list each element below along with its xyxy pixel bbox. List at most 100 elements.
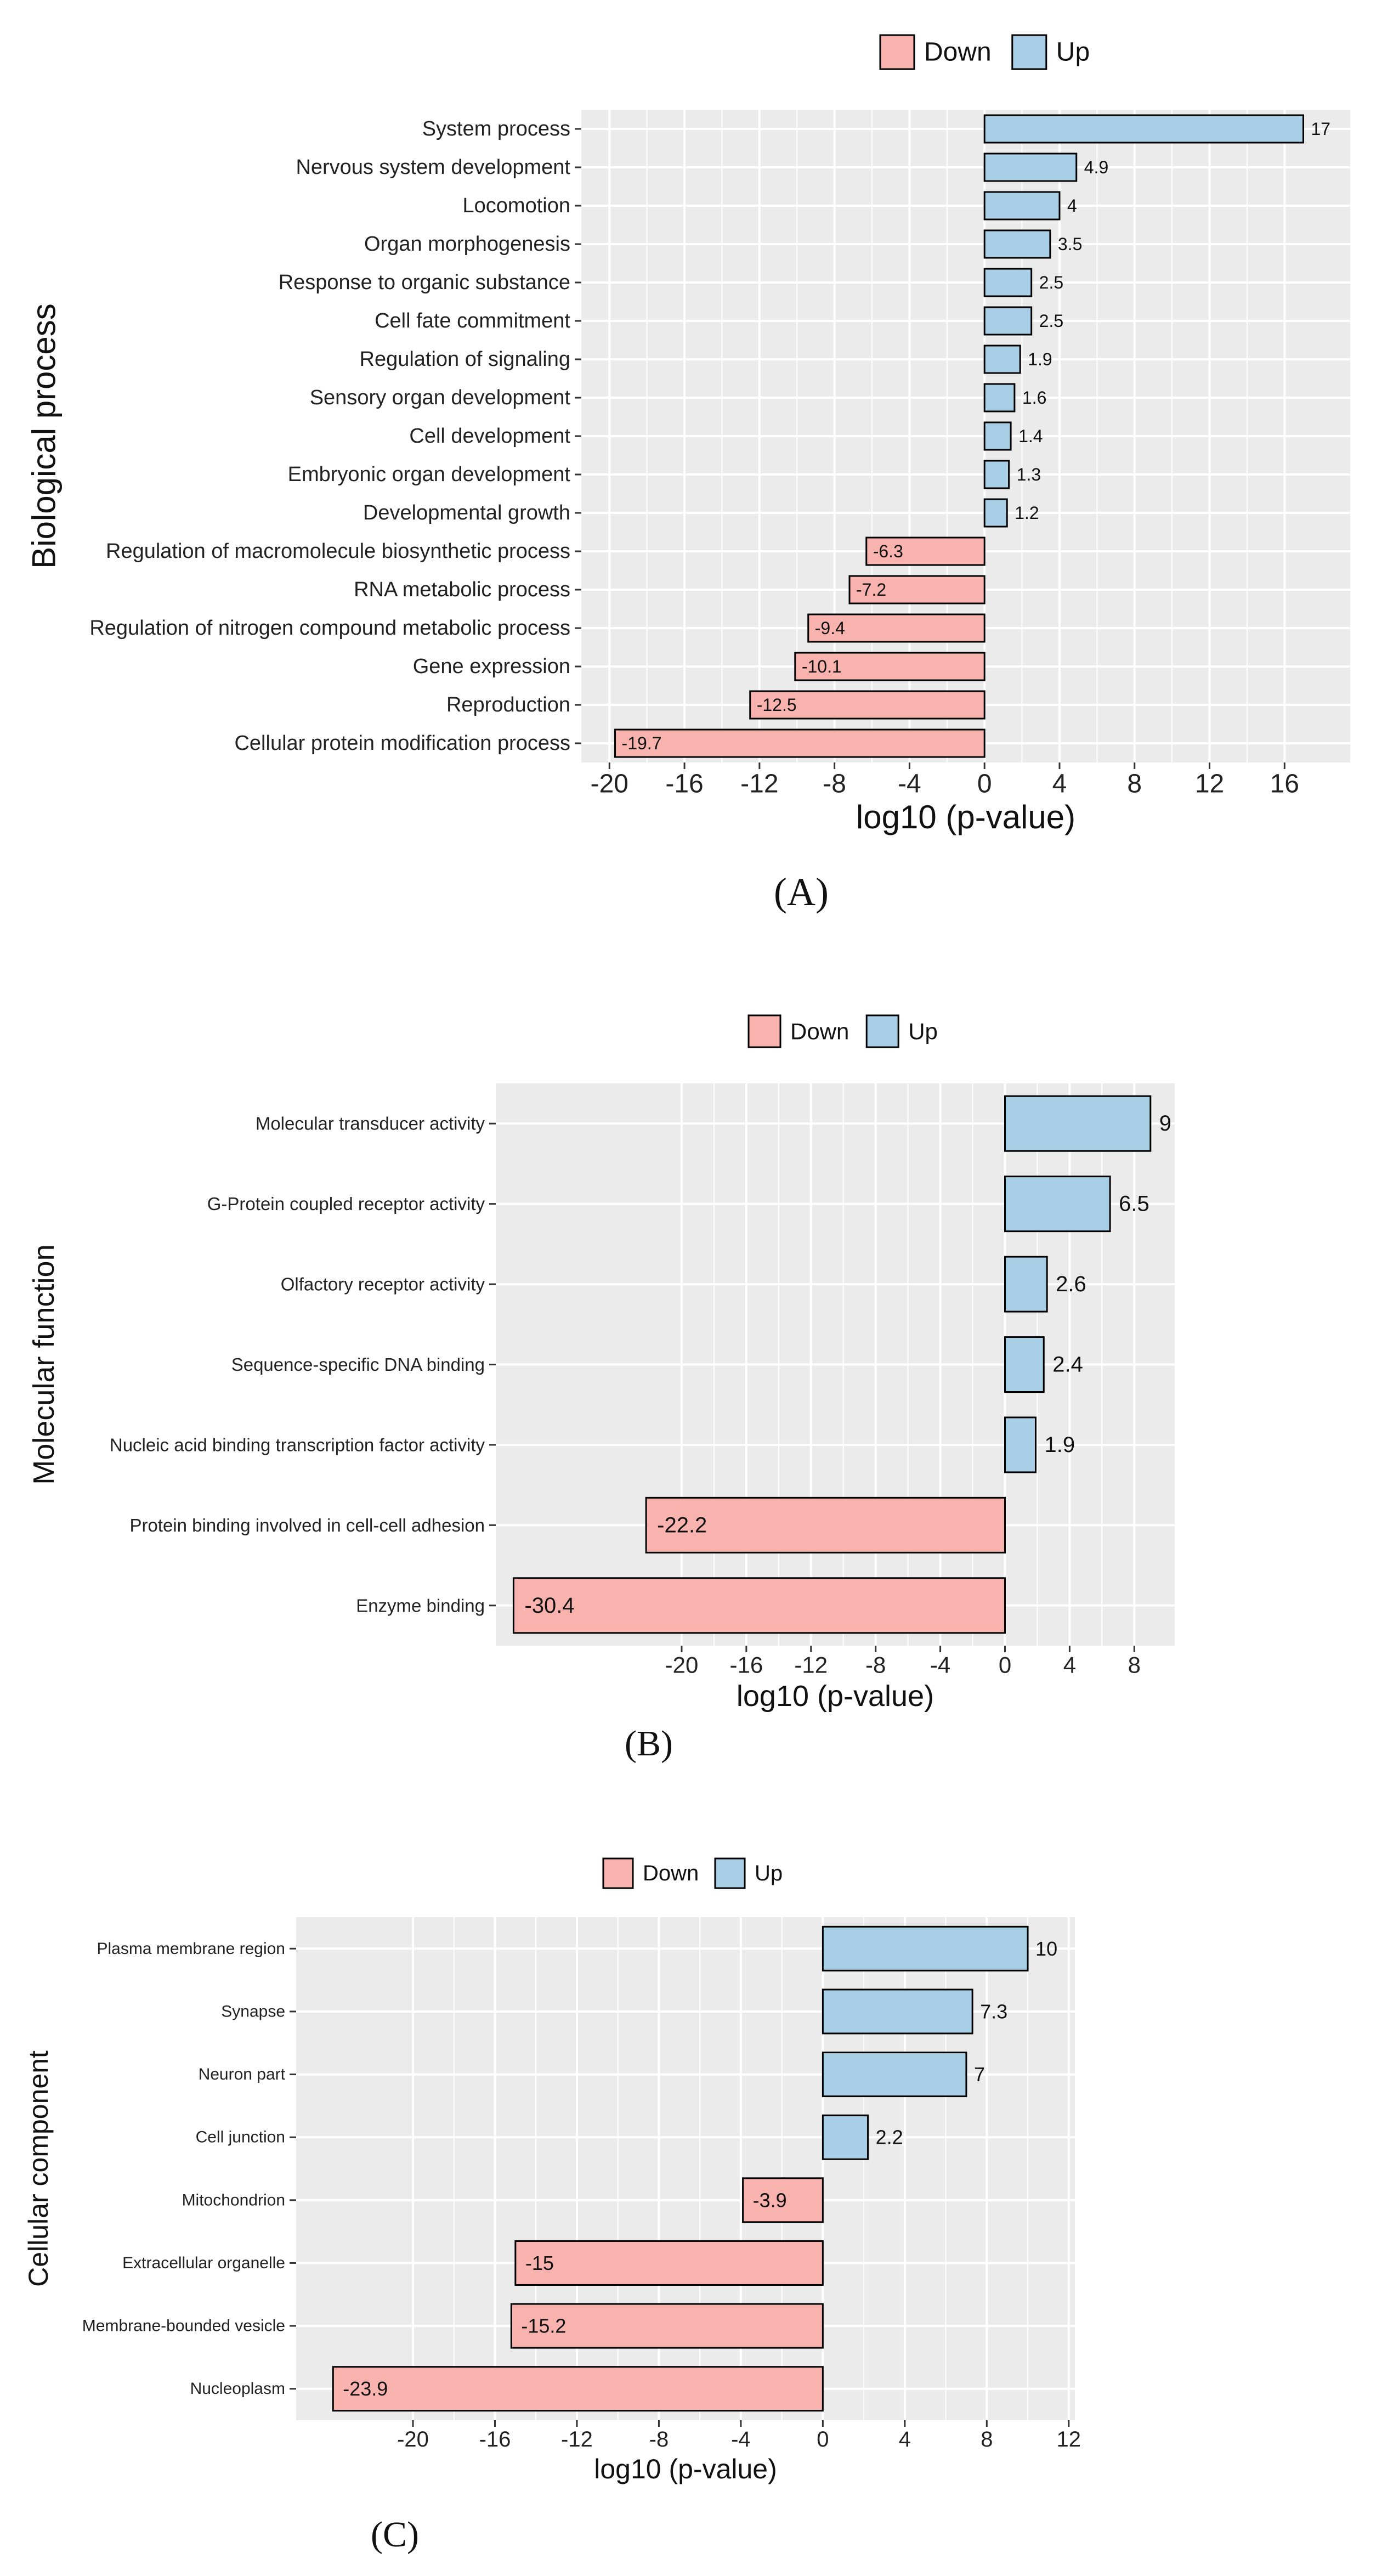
- x-tick-label: -20: [397, 2427, 429, 2451]
- bar: [332, 2366, 824, 2412]
- bar: [742, 2177, 824, 2223]
- bar: [983, 152, 1078, 182]
- legend-swatch-up: [865, 1014, 899, 1048]
- data-label: -3.9: [753, 2189, 787, 2211]
- category-label: Cellular protein modification process: [234, 732, 570, 755]
- category-label: Gene expression: [413, 655, 570, 678]
- category-label: Organ morphogenesis: [364, 233, 570, 256]
- category-label: Reproduction: [446, 693, 570, 716]
- category-label: Synapse: [221, 2002, 285, 2020]
- x-tick-label: -12: [561, 2427, 593, 2451]
- data-label: 2.4: [1052, 1353, 1083, 1377]
- x-tick-label: -12: [794, 1652, 828, 1678]
- x-tick-label: 8: [1128, 1652, 1141, 1678]
- category-label: Regulation of signaling: [360, 348, 571, 371]
- data-label: 1.3: [1017, 465, 1041, 484]
- chart-panel-2: 9 6.5 2.6 2.4 1.9 -22.2 -30.4 Molecular transdu…: [27, 1014, 1175, 1764]
- bar: [645, 1496, 1006, 1553]
- x-tick-label: 4: [1052, 769, 1067, 798]
- category-label: Neuron part: [199, 2065, 286, 2083]
- data-label: 17: [1311, 119, 1331, 139]
- category-label: Plasma membrane region: [97, 1940, 286, 1958]
- data-label: 1.2: [1015, 503, 1039, 523]
- bar: [983, 268, 1033, 297]
- x-tick-label: -8: [823, 769, 846, 798]
- data-label: 9: [1159, 1111, 1171, 1136]
- x-tick-label: -8: [865, 1652, 886, 1678]
- bar: [749, 690, 985, 720]
- x-tick-label: -8: [649, 2427, 669, 2451]
- x-axis-title: log10 (p-value): [594, 2454, 777, 2484]
- bar: [983, 344, 1021, 374]
- legend-label-up: Up: [755, 1861, 783, 1885]
- data-label: 4: [1067, 196, 1077, 216]
- category-label: RNA metabolic process: [354, 578, 570, 601]
- category-label: Cell development: [409, 425, 570, 448]
- legend-swatch-down: [879, 34, 915, 70]
- x-tick-label: -16: [665, 769, 703, 798]
- x-tick-label: 12: [1195, 769, 1224, 798]
- data-label: 1.9: [1045, 1433, 1075, 1457]
- category-label: Nervous system development: [296, 156, 570, 179]
- data-label: 4.9: [1084, 157, 1108, 177]
- x-tick-label: -16: [730, 1652, 763, 1678]
- data-label: -12.5: [757, 695, 797, 715]
- bar: [1004, 1176, 1111, 1233]
- legend: Down Up: [602, 1857, 783, 1889]
- bar: [983, 114, 1305, 144]
- x-tick-label: -4: [731, 2427, 751, 2451]
- bar: [983, 191, 1061, 221]
- data-label: -22.2: [657, 1513, 707, 1537]
- category-label: Developmental growth: [363, 501, 570, 524]
- data-label: 3.5: [1058, 234, 1082, 254]
- category-label: Nucleic acid binding transcription facto…: [110, 1434, 485, 1455]
- data-label: 1.4: [1018, 426, 1043, 446]
- legend-swatch-down: [747, 1014, 781, 1048]
- legend-label-up: Up: [1056, 38, 1090, 67]
- data-label: -19.7: [622, 733, 662, 753]
- category-label: Regulation of nitrogen compound metaboli…: [89, 617, 570, 640]
- data-label: -7.2: [856, 580, 886, 600]
- data-label: 1.9: [1028, 349, 1052, 369]
- panel-label: (B): [625, 1724, 673, 1764]
- bar: [514, 2240, 824, 2286]
- bar: [983, 498, 1008, 528]
- bar: [983, 460, 1010, 489]
- bar: [822, 1925, 1029, 1971]
- bar: [807, 613, 985, 643]
- category-label: Extracellular organelle: [122, 2254, 285, 2272]
- bar: [822, 1989, 973, 2035]
- data-label: 2.2: [876, 2126, 903, 2149]
- legend: Down Up: [747, 1014, 938, 1048]
- bar: [1004, 1336, 1045, 1393]
- data-label: -10.1: [802, 657, 842, 676]
- x-tick-label: 4: [899, 2427, 911, 2451]
- x-tick-label: 4: [1063, 1652, 1076, 1678]
- y-axis-title: Biological process: [26, 303, 63, 569]
- y-axis-title: Cellular component: [23, 2050, 54, 2287]
- x-tick-label: -16: [479, 2427, 511, 2451]
- y-axis-title: Molecular function: [27, 1244, 60, 1484]
- x-tick-label: 8: [1127, 769, 1142, 798]
- category-label: Embryonic organ development: [288, 463, 571, 486]
- bar: [983, 383, 1016, 413]
- x-tick-label: -12: [740, 769, 778, 798]
- bar: [1004, 1095, 1152, 1152]
- legend-swatch-up: [1011, 34, 1047, 70]
- x-tick-label: 12: [1057, 2427, 1081, 2451]
- x-tick-label: -4: [898, 769, 921, 798]
- x-tick-label: -4: [930, 1652, 950, 1678]
- category-label: Response to organic substance: [279, 271, 570, 294]
- data-label: 2.5: [1039, 273, 1063, 292]
- category-label: Nucleoplasm: [190, 2380, 285, 2398]
- bar: [983, 421, 1012, 451]
- category-label: Locomotion: [463, 194, 570, 217]
- chart-panel-1: 17 4.9 4 3.5 2.5 2.5 1.9 1.6 1.4 1.3 1.2 -6.3 -7.2 -9…: [26, 34, 1350, 914]
- data-label: 2.6: [1056, 1272, 1086, 1296]
- x-tick-label: 0: [977, 769, 992, 798]
- legend: Down Up: [879, 34, 1090, 70]
- bar: [510, 2303, 824, 2349]
- x-tick-label: -20: [591, 769, 628, 798]
- bar: [794, 652, 985, 681]
